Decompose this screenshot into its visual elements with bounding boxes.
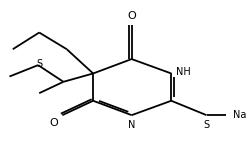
Text: O: O [127, 11, 136, 21]
Text: Na: Na [233, 110, 246, 120]
Text: S: S [203, 120, 210, 130]
Text: O: O [49, 118, 58, 128]
Text: N: N [128, 120, 135, 130]
Text: S: S [36, 59, 42, 69]
Text: NH: NH [176, 67, 191, 77]
